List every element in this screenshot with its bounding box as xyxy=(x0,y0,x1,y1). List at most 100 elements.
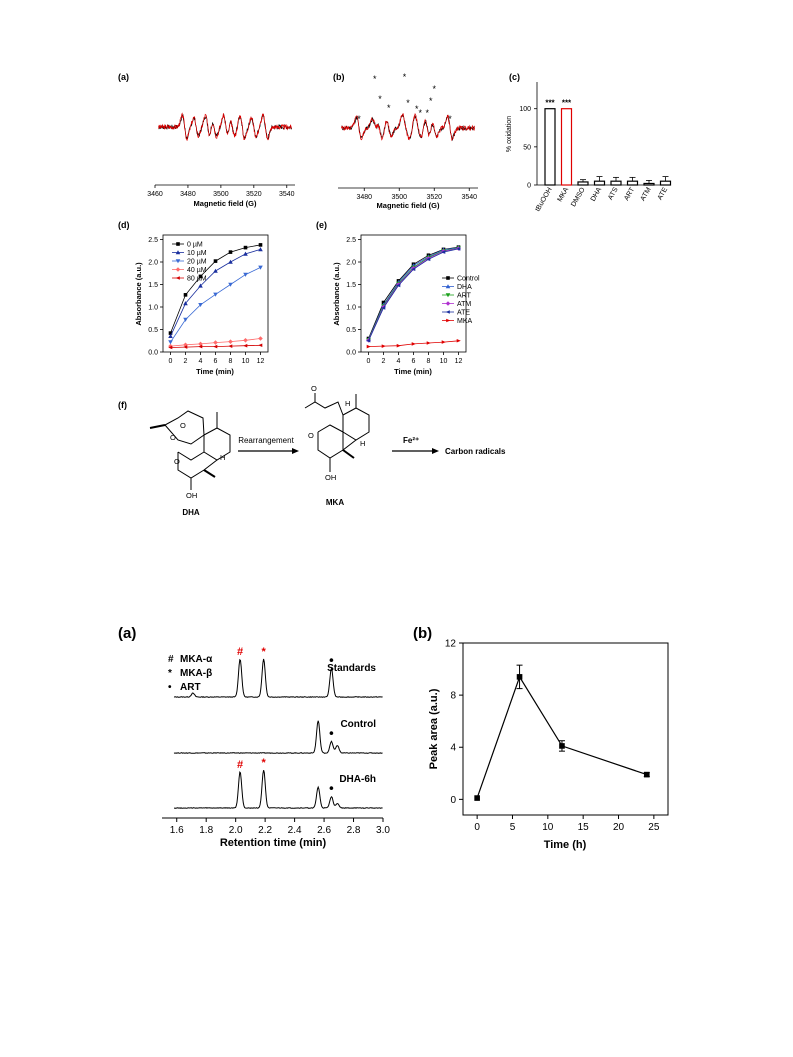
panel-e-ytick-label: 0.0 xyxy=(346,350,356,357)
panel-b-star-mark: * xyxy=(425,108,429,118)
panel-e-legend-label: MKA xyxy=(457,318,473,325)
fig2-panel-a-label: (a) xyxy=(118,625,136,642)
dha-atom-oh: OH xyxy=(186,491,197,500)
panel-c-bar xyxy=(560,108,573,186)
panel-d-series-point xyxy=(213,292,218,297)
panel-d-series-point xyxy=(168,340,173,345)
panel-d-xtick-label: 12 xyxy=(257,358,265,365)
panel-e-ytick-label: 1.0 xyxy=(346,305,356,312)
fig2a-peak-marker: # xyxy=(237,759,243,771)
panel-e-series-point xyxy=(441,250,446,254)
panel-e-xlabel: Time (min) xyxy=(394,367,432,376)
panel-e-ylabel: Absorbance (a.u.) xyxy=(332,262,341,326)
panel-d-series-point xyxy=(213,344,218,349)
panel-d-ytick-label: 2.0 xyxy=(148,260,158,267)
fig2a-peak-marker: * xyxy=(262,757,267,769)
panel-c-ytick-label: 0 xyxy=(527,183,531,190)
panel-e-ytick-label: 0.5 xyxy=(346,327,356,334)
panel-c-label: (c) xyxy=(509,72,520,82)
panel-d-series-point xyxy=(198,283,203,288)
panel-d-series-point xyxy=(243,272,248,277)
panel-e-legend-marker xyxy=(445,310,450,314)
panel-d-series-point xyxy=(228,339,233,344)
panel-c-ytick-label: 100 xyxy=(519,106,531,113)
fig2a-xlabel: Retention time (min) xyxy=(220,837,327,849)
panel-b-tick-label: 3500 xyxy=(391,194,407,201)
panel-b-star-mark: * xyxy=(432,84,436,94)
panel-e-series-line xyxy=(368,248,459,341)
panel-d-series-point xyxy=(198,341,203,347)
fig2a-trace-label: Control xyxy=(340,719,376,730)
panel-c-category-label: DMSO xyxy=(570,186,587,208)
panel-c-bar xyxy=(626,180,639,186)
fig2-panel-b-label: (b) xyxy=(413,625,432,642)
panel-b-star-mark: * xyxy=(378,94,382,104)
panel-a-tick-label: 3460 xyxy=(147,191,163,198)
panel-d-label: (d) xyxy=(118,220,130,230)
fig2b-frame xyxy=(462,642,669,816)
panel-b-star-mark: * xyxy=(448,114,452,124)
panel-e-legend-marker xyxy=(446,318,451,323)
fig2a-legend-symbol: * xyxy=(168,668,172,679)
panel-a-tick-label: 3480 xyxy=(180,191,196,198)
panel-b-tick-label: 3520 xyxy=(426,194,442,201)
panel-d-series-point xyxy=(183,317,188,322)
fig2b-series-line xyxy=(476,675,647,799)
mka-atom-oh: OH xyxy=(325,473,336,482)
fig2b-ytick-label: 8 xyxy=(450,691,456,702)
panel-a-trace-simulated xyxy=(158,112,293,141)
panel-d-series-point xyxy=(168,343,173,349)
panel-d-ytick-label: 2.5 xyxy=(148,237,158,244)
fig2b-xtick-label: 5 xyxy=(510,822,516,833)
panel-e-series-point xyxy=(411,267,416,271)
panel-e-xtick-label: 4 xyxy=(397,358,401,365)
panel-d-xtick-label: 2 xyxy=(184,358,188,365)
panel-d-ylabel: Absorbance (a.u.) xyxy=(134,262,143,326)
panel-e-xtick-label: 2 xyxy=(382,358,386,365)
fig2a-trace xyxy=(174,770,383,809)
dha-structure xyxy=(149,410,231,490)
product-label: Carbon radicals xyxy=(445,447,506,456)
fig2b-ytick-label: 12 xyxy=(445,639,457,650)
panel-d-series-point xyxy=(228,259,233,264)
panel-e-series-point xyxy=(426,341,431,345)
fig2a-trace-label: DHA-6h xyxy=(339,774,376,785)
fig2b-ylabel: Peak area (a.u.) xyxy=(428,688,440,769)
fig2a-legend-label: MKA-α xyxy=(180,654,213,665)
panel-b-star-mark: * xyxy=(403,72,407,82)
panel-d-series-point xyxy=(183,345,188,349)
panel-c-bar xyxy=(610,180,622,186)
panel-c-category-label: MKA xyxy=(557,186,571,203)
dha-atom-o1: O xyxy=(170,433,176,442)
panel-c-category-label: ATS xyxy=(607,186,620,201)
arrow-rearrangement-head xyxy=(292,448,299,454)
panel-b-star-mark: * xyxy=(415,104,419,114)
panel-e-label: (e) xyxy=(316,220,327,230)
fig2a-xtick-label: 2.0 xyxy=(229,825,243,836)
panel-c-category-label: DHA xyxy=(590,186,604,203)
panel-e-ytick-label: 2.0 xyxy=(346,260,356,267)
panel-c-category-label: ATM xyxy=(640,186,653,202)
fig2a-legend-symbol: • xyxy=(168,682,172,693)
panel-e-series-line xyxy=(368,246,459,339)
panel-d-series-point xyxy=(213,340,218,345)
panel-c-category-label: tBuOOH xyxy=(534,187,553,213)
mka-atom-h2: H xyxy=(360,439,365,448)
panel-e-ytick-label: 2.5 xyxy=(346,237,356,244)
fig2a-legend-symbol: # xyxy=(168,654,174,665)
panel-e-series-point xyxy=(411,342,416,346)
mka-atom-o-ketone: O xyxy=(311,384,317,393)
dha-atom-h: H xyxy=(220,453,225,462)
panel-d-ytick-label: 0.0 xyxy=(148,350,158,357)
panel-c-bar xyxy=(643,182,655,186)
panel-c-bar xyxy=(544,108,556,186)
panel-a-tick-label: 3520 xyxy=(246,191,262,198)
fig2a-peak-marker: # xyxy=(237,646,243,658)
panel-d-series-point xyxy=(198,344,203,349)
panel-d-legend-label: 10 µM xyxy=(187,250,207,257)
panel-e-series-point xyxy=(456,247,461,251)
panel-d-xtick-label: 6 xyxy=(214,358,218,365)
panel-d-series-point xyxy=(168,331,173,335)
panel-e-series-point xyxy=(426,257,431,262)
panel-e-xtick-label: 6 xyxy=(412,358,416,365)
